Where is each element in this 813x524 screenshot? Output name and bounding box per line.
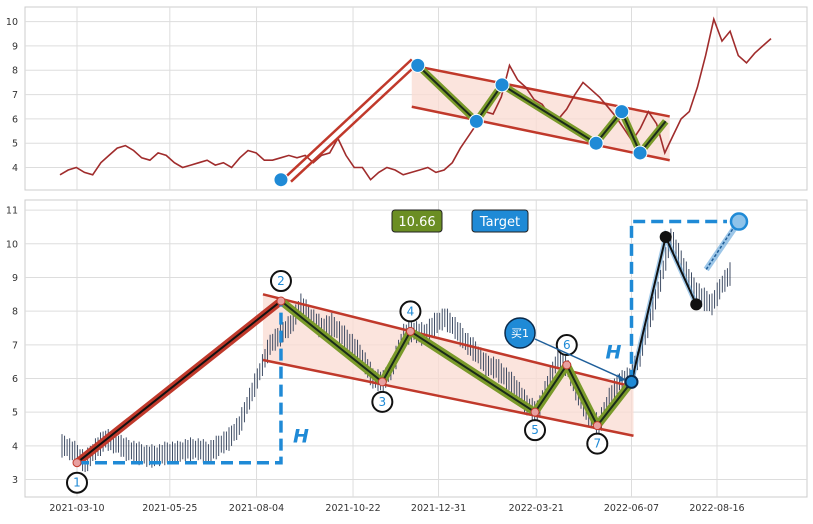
- buy-bubble: [504, 317, 536, 349]
- pattern-point-label: 1: [73, 476, 81, 490]
- top-price-series: [59, 16, 772, 181]
- target-point: [729, 212, 749, 231]
- top-pivot-point: [410, 57, 426, 73]
- pattern-point-badge: [399, 300, 422, 323]
- top-pivot-point: [494, 77, 510, 93]
- top-panel-grid: [25, 7, 807, 190]
- target-label: Target: [479, 215, 520, 230]
- height-guide-1: [77, 301, 283, 465]
- pattern-point: [530, 407, 540, 417]
- top-pivot-point: [273, 172, 289, 188]
- pattern-point-label: 6: [563, 338, 571, 352]
- pattern-point-label: 7: [593, 437, 601, 451]
- pattern-point-label: 3: [379, 395, 387, 409]
- pattern-point: [405, 326, 415, 336]
- bottom-y-tick-label: 11: [6, 206, 18, 217]
- bottom-x-tick-label: 2021-10-22: [325, 503, 380, 514]
- bottom-x-tick-label: 2021-08-04: [229, 503, 284, 514]
- target-value-label: 10.66: [398, 215, 435, 230]
- bottom-x-tick-label: 2021-12-31: [411, 503, 466, 514]
- breakout-point: [624, 374, 639, 389]
- pattern-point-label: 4: [407, 304, 415, 318]
- top-rise-line: [286, 58, 413, 177]
- pattern-point-label: 5: [531, 423, 539, 437]
- bottom-x-tick-label: 2022-06-07: [604, 503, 659, 514]
- target-label-box: [471, 209, 529, 233]
- top-y-tick-label: 10: [6, 17, 18, 28]
- top-y-tick-label: 7: [12, 90, 18, 101]
- bottom-y-tick-label: 10: [6, 239, 18, 250]
- bottom-panel-y-ticks: 3 4 5 6 7 8 9 10 11: [6, 206, 18, 486]
- top-y-tick-label: 5: [12, 139, 18, 150]
- top-y-tick-label: 9: [12, 41, 18, 52]
- target-value-box: [391, 209, 443, 233]
- top-y-tick-label: 6: [12, 114, 18, 125]
- height-label-1: H: [293, 425, 309, 447]
- top-y-tick-label: 8: [12, 66, 18, 77]
- top-pivot-point: [468, 113, 484, 129]
- bottom-y-tick-label: 6: [12, 374, 18, 385]
- top-rise-line: [290, 66, 415, 183]
- bottom-y-tick-label: 8: [12, 307, 18, 318]
- bottom-x-tick-label: 2022-08-16: [689, 503, 744, 514]
- rise-leg-line: [76, 300, 282, 464]
- pattern-point: [377, 377, 387, 387]
- pattern-point-badge: [524, 419, 547, 442]
- pattern-point-badge: [371, 390, 394, 413]
- pattern-point: [276, 296, 286, 306]
- top-price-line: [59, 16, 772, 181]
- bottom-x-tick-label: 2021-03-10: [49, 503, 104, 514]
- top-pivot-point: [614, 104, 630, 120]
- bottom-y-tick-label: 4: [12, 441, 18, 452]
- pattern-point-badge: [269, 270, 292, 293]
- buy-pointer: [534, 338, 624, 380]
- pattern-point-badge: [555, 334, 578, 357]
- top-panel-y-ticks: 4 5 6 7 8 9 10: [6, 17, 18, 174]
- height-guide-2: [629, 219, 727, 382]
- top-channel-lower: [411, 105, 670, 162]
- pattern-point: [562, 360, 572, 370]
- bottom-panel-x-ticks: 2021-03-10 2021-05-25 2021-08-04 2021-10-22…: [49, 503, 744, 514]
- pattern-point-badge: [66, 471, 88, 494]
- target-leg-line: [705, 225, 736, 270]
- height-label-2: H: [606, 341, 622, 363]
- buy-label: 买1: [511, 327, 529, 340]
- bottom-y-tick-label: 5: [12, 408, 18, 419]
- top-pivot-point: [632, 145, 648, 161]
- pattern-point-label: 2: [277, 274, 285, 288]
- bottom-annotations: H H 1 2 3 4 5 6 7 买1 10.66 Target: [66, 209, 749, 494]
- bottom-y-tick-label: 3: [12, 475, 18, 486]
- top-pivot-markers: [273, 57, 648, 188]
- bottom-y-tick-label: 7: [12, 340, 18, 351]
- bottom-x-tick-label: 2022-03-21: [509, 503, 564, 514]
- pattern-point: [72, 458, 82, 468]
- wave-point: [659, 231, 672, 244]
- target-leg-glow: [703, 219, 742, 272]
- bottom-x-tick-label: 2021-05-25: [142, 503, 197, 514]
- pattern-point-badge: [586, 432, 609, 455]
- bottom-y-tick-label: 9: [12, 273, 18, 284]
- pattern-point: [592, 421, 602, 431]
- top-y-tick-label: 4: [12, 163, 18, 174]
- top-pivot-point: [588, 135, 604, 151]
- wave-point: [690, 298, 703, 311]
- buy-pointer-head: [617, 373, 626, 382]
- bottom-channel-lower: [262, 358, 634, 437]
